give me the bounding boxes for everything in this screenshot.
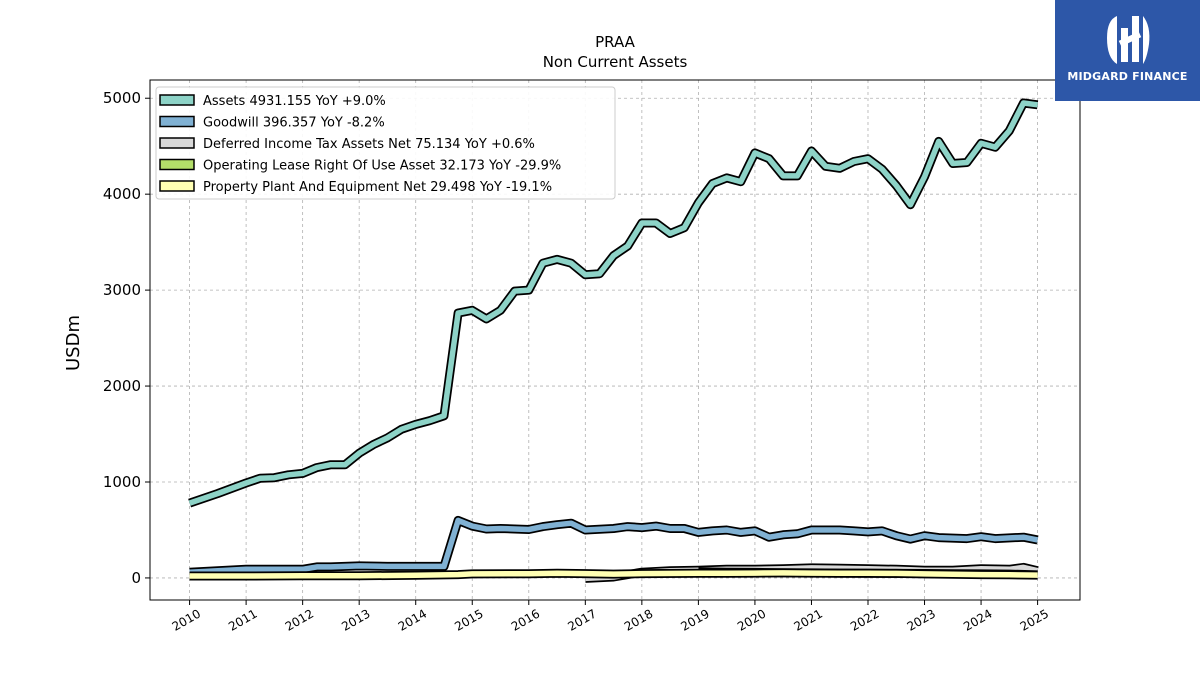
plot-frame xyxy=(149,79,1081,601)
legend: Assets 4931.155 YoY +9.0% Goodwill 396.35… xyxy=(155,86,616,200)
series-line xyxy=(188,98,1039,508)
series-line xyxy=(189,568,1038,581)
x-tick-label: 2010 xyxy=(170,606,203,633)
legend-swatch xyxy=(159,180,195,192)
legend-swatch xyxy=(159,94,195,106)
x-tick-label: 2013 xyxy=(339,606,372,633)
series-stroke xyxy=(189,570,1038,579)
legend-swatch xyxy=(159,115,195,128)
y-tick-label: 4000 xyxy=(103,185,141,203)
series-stroke xyxy=(188,100,1038,506)
series-layer xyxy=(188,98,1039,583)
x-tick-label: 2020 xyxy=(735,606,768,633)
legend-box xyxy=(155,86,616,200)
brand-logo: MIDGARD FINANCE xyxy=(1055,0,1200,101)
x-tick-label: 2021 xyxy=(792,606,825,633)
x-tick-label: 2012 xyxy=(283,606,316,633)
x-tick-label: 2014 xyxy=(396,606,429,633)
y-tick-label: 3000 xyxy=(103,281,141,299)
legend-swatch xyxy=(159,137,195,149)
y-tick-label: 1000 xyxy=(103,473,141,491)
chart-subtitle: Non Current Assets xyxy=(543,53,688,71)
legend-swatch xyxy=(159,158,195,171)
x-tick-label: 2015 xyxy=(452,606,485,633)
logo-text: MIDGARD FINANCE xyxy=(1067,70,1188,83)
x-tick-label: 2016 xyxy=(509,606,542,633)
legend-label: Assets 4931.155 YoY +9.0% xyxy=(203,94,386,109)
x-tick-label: 2025 xyxy=(1018,606,1051,633)
y-tick-label: 5000 xyxy=(103,89,141,107)
legend-label: Operating Lease Right Of Use Asset 32.17… xyxy=(203,159,561,174)
legend-label: Goodwill 396.357 YoY -8.2% xyxy=(203,116,385,131)
x-tick-label: 2011 xyxy=(226,606,259,633)
y-tick-label: 2000 xyxy=(103,377,141,395)
series-stroke xyxy=(189,517,1039,575)
x-tick-label: 2018 xyxy=(622,606,655,633)
legend-label: Property Plant And Equipment Net 29.498 … xyxy=(203,180,552,195)
x-tick-label: 2017 xyxy=(565,606,598,633)
chart-title: PRAA xyxy=(595,33,636,51)
x-tick-label: 2024 xyxy=(961,606,994,633)
y-tick-label: 0 xyxy=(131,569,141,587)
y-axis-label: USDm xyxy=(63,315,84,371)
x-tick-label: 2019 xyxy=(678,606,711,633)
series-line xyxy=(189,515,1039,577)
x-tick-label: 2023 xyxy=(905,606,938,633)
legend-label: Deferred Income Tax Assets Net 75.134 Yo… xyxy=(203,137,535,152)
x-tick-label: 2022 xyxy=(848,606,881,633)
logo-mark-icon xyxy=(1107,16,1150,64)
